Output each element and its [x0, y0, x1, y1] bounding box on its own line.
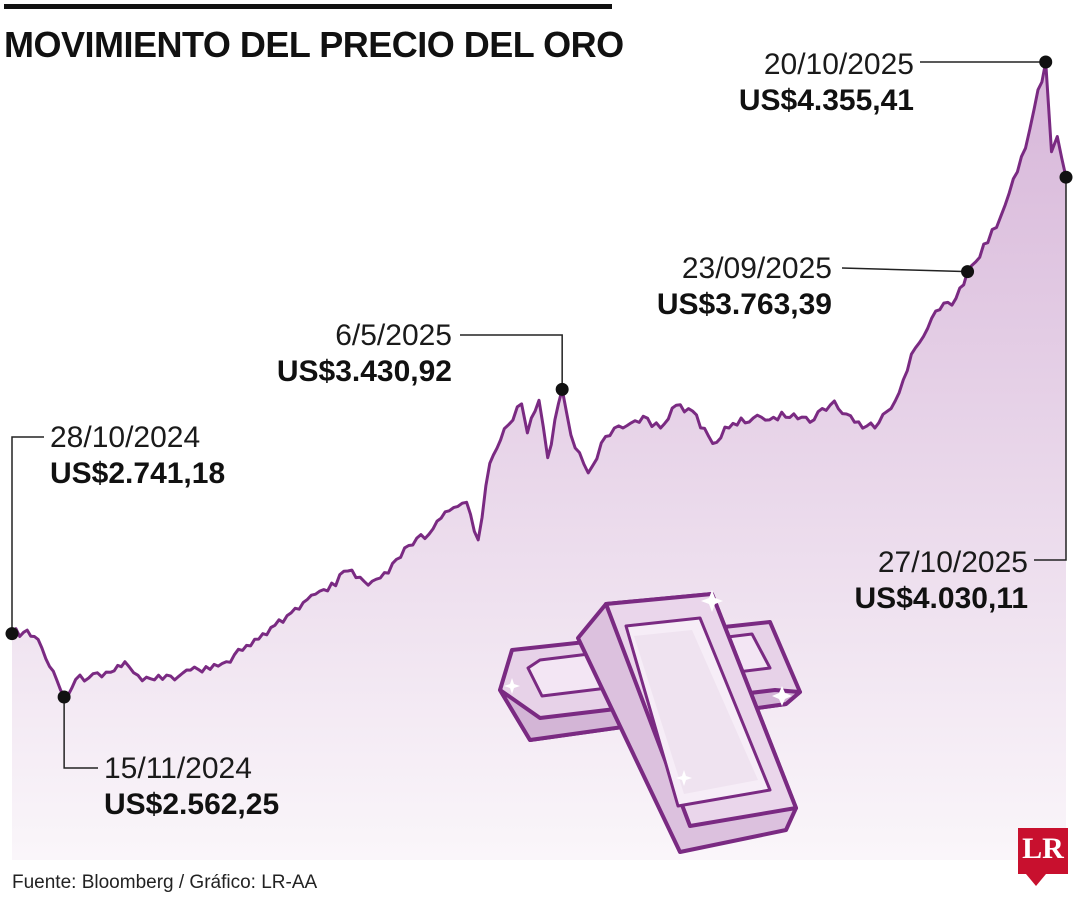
annotation-leader: [63, 697, 98, 769]
annotation-date: 23/09/2025: [682, 252, 832, 285]
annotation-value: US$4.030,11: [855, 582, 1028, 615]
lr-logo: LR: [1018, 828, 1068, 886]
annotation-point: [555, 382, 569, 396]
annotation-date: 20/10/2025: [764, 48, 914, 81]
annotation-date: 28/10/2024: [50, 421, 200, 454]
annotation-leader: [841, 267, 968, 273]
annotation-value: US$3.430,92: [277, 355, 452, 388]
price-line: [10, 60, 1068, 699]
annotation-leader: [11, 436, 44, 634]
annotation-value: US$2.562,25: [104, 788, 279, 821]
annotation-value: US$4.355,41: [739, 84, 914, 117]
annotation-date: 6/5/2025: [335, 319, 452, 352]
annotation-value: US$3.763,39: [657, 288, 832, 321]
top-rule: [4, 4, 612, 9]
chart-title: MOVIMIENTO DEL PRECIO DEL ORO: [4, 24, 624, 65]
annotation-point: [57, 690, 71, 704]
gold-bars-icon: [498, 590, 802, 854]
price-area-fill: [12, 62, 1066, 860]
annotation-point: [961, 265, 975, 279]
annotation-date: 15/11/2024: [104, 752, 252, 785]
annotation-value: US$2.741,18: [50, 457, 225, 490]
annotation-point: [1039, 55, 1053, 69]
annotation-point: [5, 627, 19, 641]
annotation-leader: [460, 334, 563, 390]
source-note: Fuente: Bloomberg / Gráfico: LR-AA: [12, 872, 318, 893]
annotation-date: 27/10/2025: [878, 546, 1028, 579]
annotation-leader: [1034, 177, 1067, 561]
annotation-point: [1059, 170, 1073, 184]
lr-logo-text: LR: [1022, 832, 1064, 865]
